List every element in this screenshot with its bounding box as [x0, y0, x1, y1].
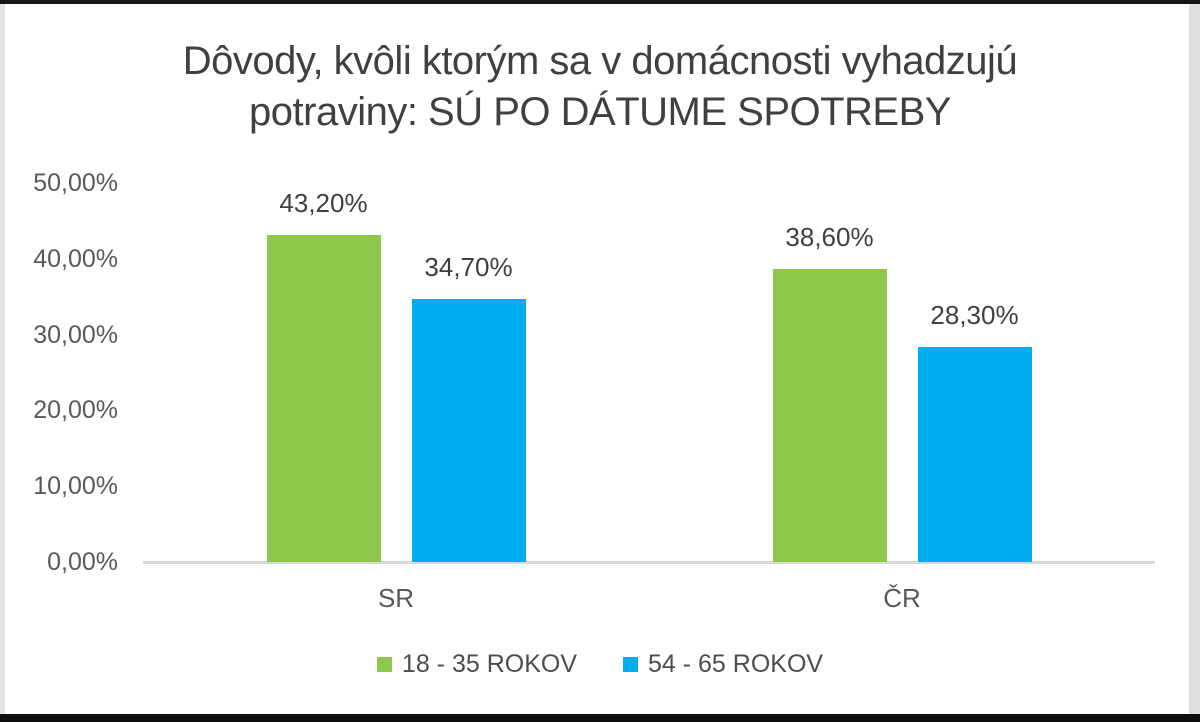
legend-swatch-54-65-rokov: [623, 656, 638, 672]
bar-value-label-sr-54-65-rokov: 34,70%: [424, 251, 513, 282]
bar-value-label-cr-18-35-rokov: 38,60%: [785, 222, 874, 253]
bar-value-label-cr-54-65-rokov: 28,30%: [930, 300, 1019, 331]
frame-border-right: [1189, 4, 1200, 714]
frame-border-left: [0, 4, 5, 714]
y-axis-tick-label: 40,00%: [33, 244, 118, 273]
y-axis-tick-label: 50,00%: [33, 169, 118, 197]
bar-sr-54-65-rokov: [411, 298, 526, 562]
bar-value-label-sr-18-35-rokov: 43,20%: [279, 187, 368, 218]
bar-cr-18-35-rokov: [772, 269, 887, 562]
y-axis-tick-label: 0,00%: [47, 548, 118, 576]
legend-swatch-18-35-rokov: [376, 656, 392, 672]
bar-cr-54-65-rokov: [917, 347, 1032, 562]
legend-item-54-65-rokov: 54 - 65 ROKOV: [623, 650, 823, 678]
legend-item-18-35-rokov: 18 - 35 ROKOV: [376, 650, 577, 678]
frame-border-top: [0, 0, 1200, 4]
y-axis-tick-label: 30,00%: [33, 320, 118, 349]
category-label-cr: ČR: [883, 583, 921, 613]
legend: 18 - 35 ROKOV 54 - 65 ROKOV: [0, 650, 1200, 678]
x-axis-line: [143, 561, 1155, 564]
legend-label: 54 - 65 ROKOV: [648, 650, 824, 678]
legend-label: 18 - 35 ROKOV: [401, 650, 577, 678]
bar-sr-18-35-rokov: [266, 234, 381, 562]
y-axis-tick-label: 20,00%: [33, 396, 118, 425]
category-label-sr: SR: [377, 583, 415, 613]
frame-border-bottom: [0, 714, 1200, 722]
chart-title: Dôvody, kvôli ktorým sa v domácnosti vyh…: [182, 39, 1018, 134]
y-axis-tick-label: 10,00%: [33, 472, 118, 501]
